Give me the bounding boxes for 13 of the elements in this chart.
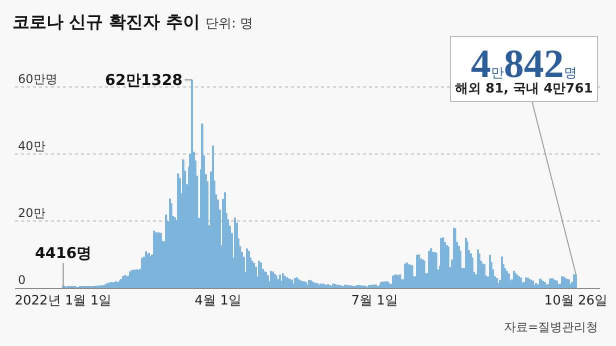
x-tick-label: 4월 1일 <box>194 294 242 309</box>
text: 단위: 명 <box>205 16 254 32</box>
y-tick-label: 0 <box>18 272 26 287</box>
x-tick-label: 10월 26일 <box>544 294 608 309</box>
text: 자료=질병관리청 <box>504 320 598 334</box>
y-tick-label: 40만 <box>18 138 46 153</box>
x-tick-label: 2022년 1월 1일 <box>14 294 112 309</box>
x-tick-label: 7월 1일 <box>351 294 398 309</box>
annotation: 4416명 <box>35 244 92 262</box>
text: 코로나 신규 확진자 추이 <box>12 12 200 32</box>
annotation: 62만1328 <box>105 71 183 89</box>
y-tick-label: 60만명 <box>18 72 58 86</box>
y-tick-label: 20만 <box>18 206 46 220</box>
